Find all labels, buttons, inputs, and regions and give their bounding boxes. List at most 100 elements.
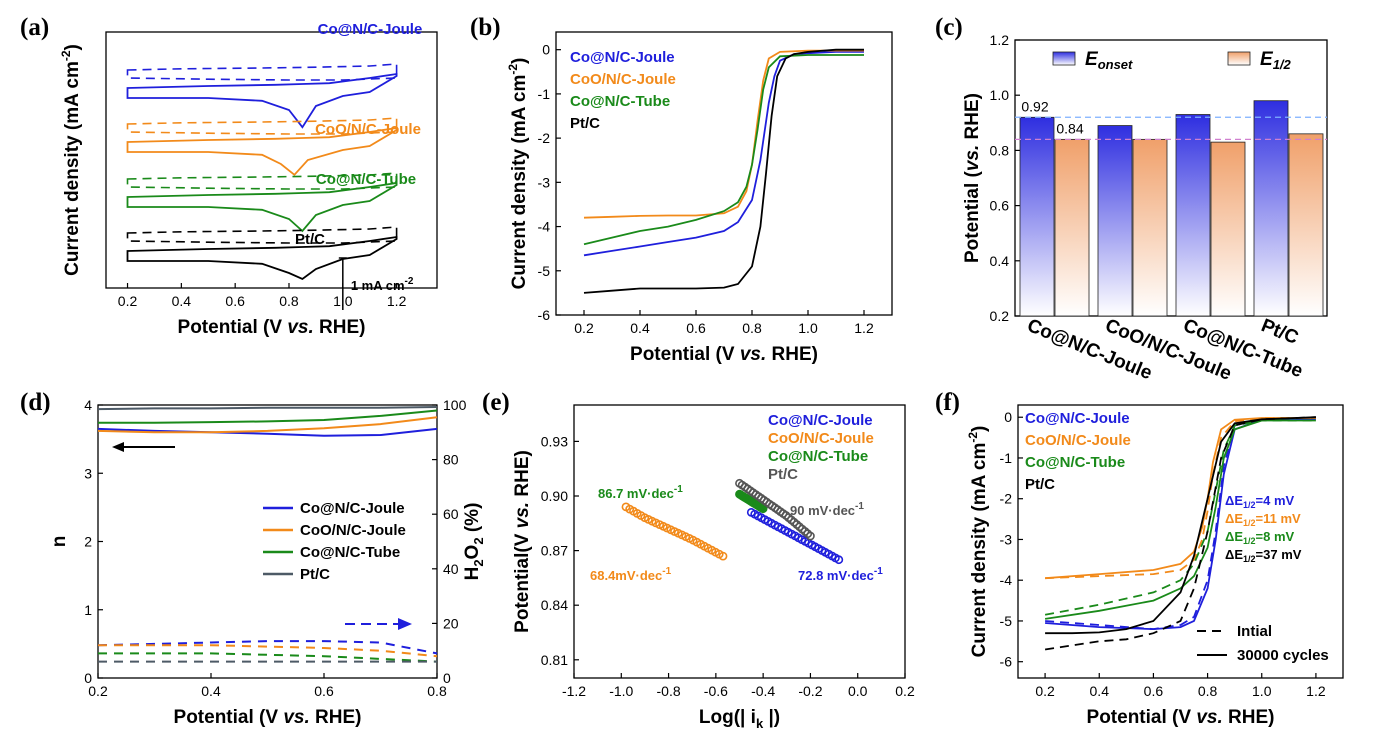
initial-curve-CoO/N/C-Joule	[1045, 417, 1316, 580]
legend-Co@N/C-Tube: Co@N/C-Tube	[768, 448, 868, 465]
y-tick-label: 4	[84, 397, 92, 413]
panel-d: (d)0.2 0.4 0.6 0.801234020406080100Potentia…	[20, 389, 486, 728]
y-tick-label: 0	[84, 670, 92, 686]
x-tick-label: 0.2	[574, 320, 594, 336]
arrow-right-head	[398, 618, 412, 630]
y2-label-part: (%)	[462, 503, 483, 538]
y-tick-label: 0.84	[541, 597, 568, 613]
x-tick-label: 0.6	[314, 683, 334, 699]
h2o2-curve-CoO/N/C-Joule	[98, 644, 438, 658]
y-tick-label: -5	[1000, 613, 1013, 629]
panel-c: (c) 0.2 0.4 0.6 0.8 1.0 1.2 Potential (vs. RHE)…	[935, 14, 1328, 385]
y-axis-label-part: RHE)	[962, 93, 983, 145]
x-tick-label: 0.6	[686, 320, 706, 336]
x-axis-label: Potential (V vs. RHE)	[174, 707, 362, 728]
cv-solid-CoO/N/C-Joule	[126, 126, 398, 177]
y-axis-label: Current density (mA cm-2)	[506, 58, 530, 290]
legend-Co@N/C-Joule: Co@N/C-Joule	[570, 49, 675, 66]
category-label-Pt/C: Pt/C	[1258, 315, 1301, 349]
y-tick-label: 0.6	[990, 198, 1010, 214]
legend-Pt/C: Pt/C	[300, 566, 330, 583]
y-tick-label: 0.90	[541, 488, 568, 504]
y-tick-label: 0.8	[990, 142, 1010, 158]
legend-sub: onset	[1098, 57, 1133, 72]
y-tick-label: 1.2	[990, 32, 1010, 48]
legend-CoO/N/C-Joule: CoO/N/C-Joule	[570, 71, 676, 88]
axes-frame	[573, 404, 906, 679]
legend-Co@N/C-Joule: Co@N/C-Joule	[768, 412, 873, 429]
delta-sub: 1/2	[1243, 554, 1256, 564]
y-tick-label: 0.93	[541, 433, 568, 449]
legend-CoO/N/C-Joule: CoO/N/C-Joule	[300, 522, 406, 539]
series-label-Pt/C: Pt/C	[295, 231, 325, 248]
style-legend-label-1: 30000 cycles	[1237, 647, 1329, 664]
tafel-point-Pt/C	[806, 531, 815, 541]
delta-sub: 1/2	[1243, 536, 1256, 546]
y2-label-sub: 2	[471, 559, 486, 566]
x-axis-label-part: Potential (V	[178, 317, 288, 338]
legend-swatch-onset	[1052, 51, 1076, 66]
y-axis-label: n	[49, 536, 70, 548]
tafel-point-CoO/N/C-Joule	[718, 551, 728, 561]
panel-label-e: (e)	[482, 389, 510, 416]
cv-dashed-CoO/N/C-Joule	[126, 117, 398, 135]
x-tick-label: 0.4	[1090, 683, 1110, 699]
axes-frame	[555, 31, 893, 316]
y-tick-label: -1	[538, 86, 551, 102]
y-tick-label: -6	[1000, 654, 1013, 670]
x-tick-label: 0.8	[279, 293, 299, 309]
delta-part: ΔE	[1225, 493, 1243, 508]
x-label-part: Log(| i	[699, 707, 756, 728]
y-tick-label: -4	[538, 219, 551, 235]
y-axis-label: Potential (vs. RHE)	[962, 93, 983, 263]
y-tick-label: -5	[538, 263, 551, 279]
data-label-onset: 0.92	[1021, 98, 1048, 114]
delta-label-2: ΔE1/2=8 mV	[1225, 529, 1295, 546]
slope-label-Co@N/C-Joule: 72.8 mV·dec-1	[798, 566, 883, 583]
series-label-CoO/N/C-Joule: CoO/N/C-Joule	[315, 121, 421, 138]
y-tick-label: -4	[1000, 572, 1013, 588]
y-tick-label: 0	[1004, 409, 1012, 425]
cv-solid-Pt/C	[126, 235, 398, 281]
delta-part: =11 mV	[1256, 511, 1302, 526]
y-tick-label: 1.0	[990, 87, 1010, 103]
x-axis-label-part: Potential (V	[630, 344, 740, 365]
x-tick-label: 1.2	[387, 293, 407, 309]
n-curve-Pt/C	[97, 406, 438, 411]
x-tick-label: 0.4	[201, 683, 221, 699]
x-tick-label: -0.8	[657, 683, 681, 699]
legend-Pt/C: Pt/C	[570, 115, 600, 132]
delta-sub: 1/2	[1243, 518, 1256, 528]
style-legend-label-0: Intial	[1237, 623, 1272, 640]
bar-onset-Pt/C	[1253, 100, 1289, 317]
y-tick-label: -2	[1000, 491, 1013, 507]
x-label-sub: k	[756, 716, 764, 731]
legend-CoO/N/C-Joule: CoO/N/C-Joule	[1025, 432, 1131, 449]
y-axis-label-sup: -2	[506, 64, 520, 75]
cv-dashed-Co@N/C-Tube	[126, 172, 398, 190]
panel-label-b: (b)	[470, 14, 501, 41]
delta-sub: 1/2	[1243, 500, 1256, 510]
cv-solid-Co@N/C-Joule	[126, 72, 398, 129]
x-axis-label-part: vs.	[287, 317, 313, 338]
y-label-part: RHE)	[512, 450, 533, 502]
y2-axis-label: H2O2 (%)	[462, 503, 486, 581]
bar-onset-Co@N/C-Joule	[1019, 116, 1055, 317]
y-tick-label: 3	[84, 465, 92, 481]
legend-sub: 1/2	[1273, 57, 1292, 72]
y-axis-label: Current density (mA cm-2)	[966, 426, 990, 658]
x-label-part: |)	[763, 707, 780, 728]
y-tick-label: 0.87	[541, 543, 568, 559]
x-axis-label: Potential (V vs. RHE)	[178, 317, 366, 338]
n-curve-Co@N/C-Tube	[98, 409, 438, 424]
bar-half-Co@N/C-Tube	[1210, 141, 1246, 317]
x-tick-label: 0.0	[848, 683, 868, 699]
y-tick-label: -3	[538, 174, 551, 190]
slope-label-sup: -1	[662, 566, 671, 577]
y2-tick-label: 0	[443, 670, 451, 686]
y-axis-label-sup: -2	[966, 432, 980, 443]
x-tick-label: -0.2	[798, 683, 822, 699]
slope-label-sup: -1	[674, 484, 683, 495]
x-axis-label-part: RHE)	[1223, 707, 1275, 728]
